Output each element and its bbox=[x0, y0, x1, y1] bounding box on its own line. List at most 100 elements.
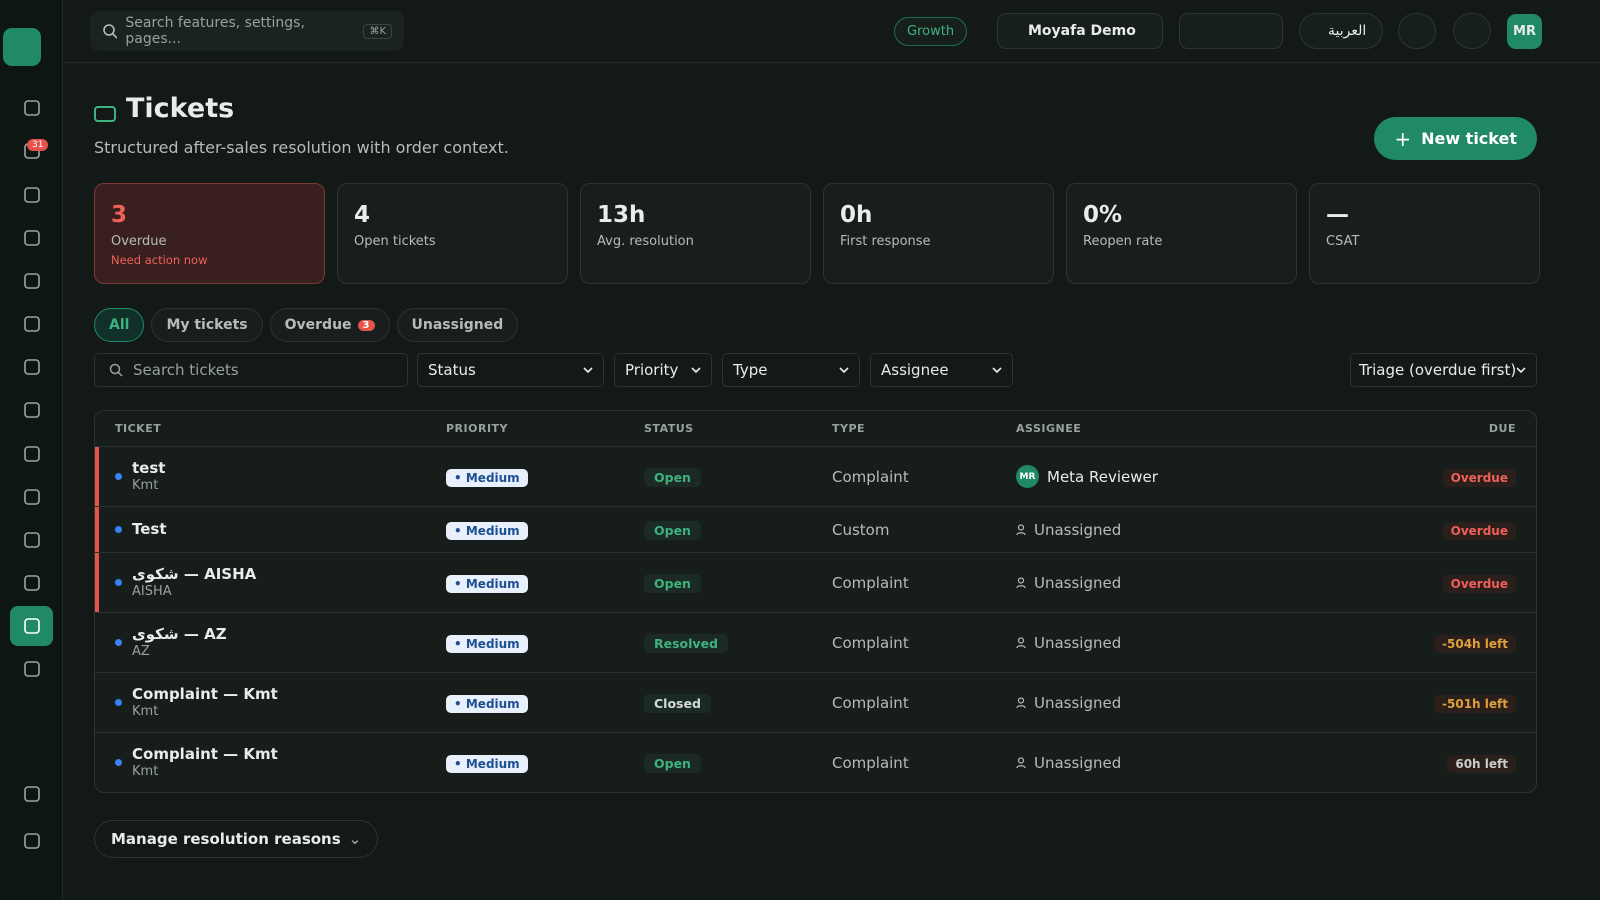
type-cell: Complaint bbox=[832, 467, 909, 486]
type-cell: Complaint bbox=[832, 573, 909, 592]
priority-chip: • Medium bbox=[446, 634, 528, 653]
manage-reasons-button[interactable]: Manage resolution reasons ⌄ bbox=[94, 820, 379, 858]
tab[interactable]: Overdue 3 bbox=[269, 308, 390, 342]
nav-item[interactable] bbox=[10, 520, 53, 560]
priority-chip: • Medium bbox=[446, 574, 528, 593]
assignee-cell: Unassigned bbox=[1016, 634, 1121, 652]
chevron bbox=[992, 367, 1002, 374]
nav-item[interactable] bbox=[10, 606, 53, 646]
column-header: TICKET bbox=[115, 422, 162, 435]
topbar: Search features, settings, pages... ⌘K G… bbox=[63, 0, 1600, 63]
tab[interactable]: All bbox=[94, 308, 145, 342]
stat-card[interactable]: 4 Open tickets bbox=[337, 183, 568, 284]
stat-label: Open tickets bbox=[354, 234, 436, 249]
priority-cell: • Medium bbox=[446, 754, 528, 773]
nav-item[interactable] bbox=[10, 304, 53, 344]
nav-icon bbox=[23, 661, 40, 677]
tab[interactable]: My tickets bbox=[151, 308, 263, 342]
status-chip: Resolved bbox=[644, 633, 728, 653]
filter-select[interactable]: Priority bbox=[614, 353, 712, 387]
logo[interactable] bbox=[3, 28, 41, 66]
due-chip: -504h left bbox=[1434, 634, 1516, 653]
priority-dot bbox=[115, 525, 122, 533]
priority-cell: • Medium bbox=[446, 468, 528, 487]
nav-item[interactable] bbox=[10, 774, 53, 814]
ticket-row[interactable]: Test • Medium Open Custom Unassigned Overdue bbox=[95, 506, 1536, 552]
nav-item[interactable] bbox=[10, 434, 53, 474]
filter-label: Priority bbox=[625, 361, 679, 379]
nav-icon bbox=[23, 532, 40, 548]
filter-select[interactable]: Status bbox=[417, 353, 604, 387]
avatar[interactable]: MR bbox=[1507, 14, 1542, 49]
ticket-row[interactable]: شكوى — AZ AZ • Medium Resolved Complaint Unas… bbox=[95, 612, 1536, 672]
nav-item[interactable] bbox=[10, 218, 53, 258]
priority-cell: • Medium bbox=[446, 634, 528, 653]
plan-badge[interactable]: Growth bbox=[894, 17, 968, 46]
priority-chip: • Medium bbox=[446, 521, 528, 540]
search-placeholder: Search tickets bbox=[133, 361, 239, 379]
user-icon bbox=[1016, 636, 1026, 648]
nav-item[interactable] bbox=[10, 477, 53, 517]
user-icon bbox=[1016, 576, 1026, 588]
language-switcher[interactable]: العربية bbox=[1299, 13, 1383, 49]
assignee-cell: Unassigned bbox=[1016, 754, 1121, 772]
theme-switcher[interactable] bbox=[1179, 13, 1283, 49]
stat-card[interactable]: 0% Reopen rate bbox=[1066, 183, 1297, 284]
assignee-cell: MR Meta Reviewer bbox=[1016, 465, 1158, 488]
stat-value: 13h bbox=[597, 202, 646, 228]
assignee: Meta Reviewer bbox=[1047, 467, 1158, 486]
nav-item[interactable] bbox=[10, 175, 53, 215]
assignee: Unassigned bbox=[1034, 693, 1122, 712]
nav-icon bbox=[23, 618, 40, 634]
ticket-row[interactable]: شكوى — AISHA AISHA • Medium Open Complaint Un… bbox=[95, 552, 1536, 612]
nav-item[interactable] bbox=[10, 563, 53, 603]
nav-item[interactable] bbox=[10, 649, 53, 689]
language: العربية bbox=[1328, 23, 1367, 39]
new-ticket-button[interactable]: + New ticket bbox=[1374, 117, 1537, 160]
nav-icon bbox=[23, 100, 40, 116]
ticket-row[interactable]: Complaint — Kmt Kmt • Medium Open Complaint U… bbox=[95, 732, 1536, 792]
priority: Medium bbox=[465, 636, 520, 651]
workspace-switcher[interactable]: Moyafa Demo bbox=[997, 13, 1163, 49]
type-cell: Complaint bbox=[832, 633, 909, 652]
global-search[interactable]: Search features, settings, pages... ⌘K bbox=[90, 11, 404, 51]
stat-value: 3 bbox=[111, 202, 128, 228]
filter-select[interactable]: Assignee bbox=[870, 353, 1013, 387]
stat-card[interactable]: 0h First response bbox=[823, 183, 1054, 284]
ticket-title: شكوى — AZ bbox=[132, 624, 227, 643]
ticket-search[interactable]: Search tickets bbox=[94, 353, 408, 387]
nav-item[interactable] bbox=[10, 347, 53, 387]
nav-item[interactable] bbox=[10, 390, 53, 430]
ticket-title: Test bbox=[132, 520, 167, 538]
status-cell: Open bbox=[644, 573, 701, 593]
ticket-subtitle: AISHA bbox=[132, 583, 172, 599]
ticket-cell: شكوى — AZ AZ bbox=[115, 624, 227, 660]
stat-card[interactable]: 13h Avg. resolution bbox=[580, 183, 811, 284]
ticket-cell: test Kmt bbox=[115, 459, 165, 494]
chip-dot: • bbox=[454, 523, 466, 538]
sort-select[interactable]: Triage (overdue first) bbox=[1350, 353, 1537, 387]
stat-card[interactable]: — CSAT bbox=[1309, 183, 1540, 284]
filters: Search tickets Status Priority Type Assignee… bbox=[94, 353, 1537, 387]
stat-value: 0h bbox=[840, 202, 873, 228]
column-header: DUE bbox=[1488, 422, 1516, 435]
filter-select[interactable]: Type bbox=[722, 353, 860, 387]
help-button[interactable] bbox=[1398, 13, 1436, 49]
nav-item[interactable] bbox=[10, 131, 53, 171]
nav-item[interactable] bbox=[10, 821, 53, 861]
row-accent bbox=[95, 553, 99, 612]
search-icon bbox=[109, 363, 123, 377]
tab[interactable]: Unassigned bbox=[396, 308, 519, 342]
nav-item[interactable] bbox=[10, 261, 53, 301]
ticket-row[interactable]: Complaint — Kmt Kmt • Medium Closed Complain… bbox=[95, 672, 1536, 732]
assignee-cell: Unassigned bbox=[1016, 521, 1121, 539]
notifications-button[interactable] bbox=[1453, 13, 1491, 49]
nav-icon bbox=[23, 833, 40, 849]
nav-item[interactable] bbox=[10, 88, 53, 128]
stat-card[interactable]: 3 Overdue Need action now bbox=[94, 183, 325, 284]
column-header: STATUS bbox=[644, 422, 694, 435]
priority: Medium bbox=[465, 756, 520, 771]
ticket-row[interactable]: test Kmt • Medium Open Complaint MR Meta Revie… bbox=[95, 446, 1536, 506]
